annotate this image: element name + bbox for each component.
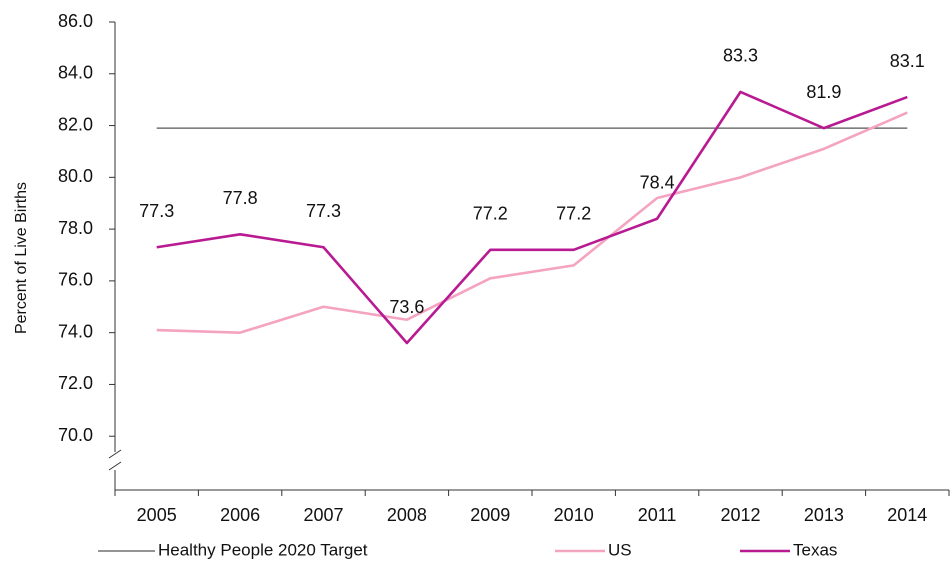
y-tick-label: 80.0	[58, 166, 93, 186]
data-label: 77.3	[139, 201, 174, 221]
x-tick-label: 2013	[804, 505, 844, 525]
x-tick-label: 2011	[638, 505, 677, 525]
data-label: 77.2	[556, 204, 591, 224]
data-label: 83.3	[723, 46, 758, 66]
y-tick-label: 84.0	[58, 63, 93, 83]
data-label: 73.6	[389, 297, 424, 317]
legend-label: Healthy People 2020 Target	[158, 540, 368, 559]
y-tick-label: 72.0	[58, 373, 93, 393]
legend-label: US	[608, 540, 632, 559]
y-tick-label: 70.0	[58, 425, 93, 445]
line-series	[156, 111, 908, 334]
y-axis-label: Percent of Live Births	[13, 182, 30, 334]
data-label: 77.2	[473, 204, 508, 224]
x-tick-label: 2005	[137, 505, 177, 525]
y-tick-label: 82.0	[58, 114, 93, 134]
x-tick-label: 2006	[220, 505, 260, 525]
data-label: 81.9	[806, 82, 841, 102]
data-label: 83.1	[890, 51, 925, 71]
x-tick-label: 2014	[887, 505, 927, 525]
x-tick-label: 2012	[720, 505, 760, 525]
y-tick-label: 76.0	[58, 270, 93, 290]
y-tick-label: 86.0	[58, 11, 93, 31]
legend-label: Texas	[793, 540, 837, 559]
data-label: 77.8	[223, 188, 258, 208]
y-tick-label: 74.0	[58, 321, 93, 341]
y-tick-label: 78.0	[58, 218, 93, 238]
data-label: 78.4	[640, 173, 675, 193]
x-tick-label: 2010	[554, 505, 594, 525]
line-series	[156, 90, 908, 345]
x-tick-label: 2007	[303, 505, 343, 525]
x-tick-label: 2009	[470, 505, 510, 525]
axis-break	[108, 449, 122, 471]
data-label: 77.3	[306, 201, 341, 221]
x-tick-label: 2008	[387, 505, 427, 525]
